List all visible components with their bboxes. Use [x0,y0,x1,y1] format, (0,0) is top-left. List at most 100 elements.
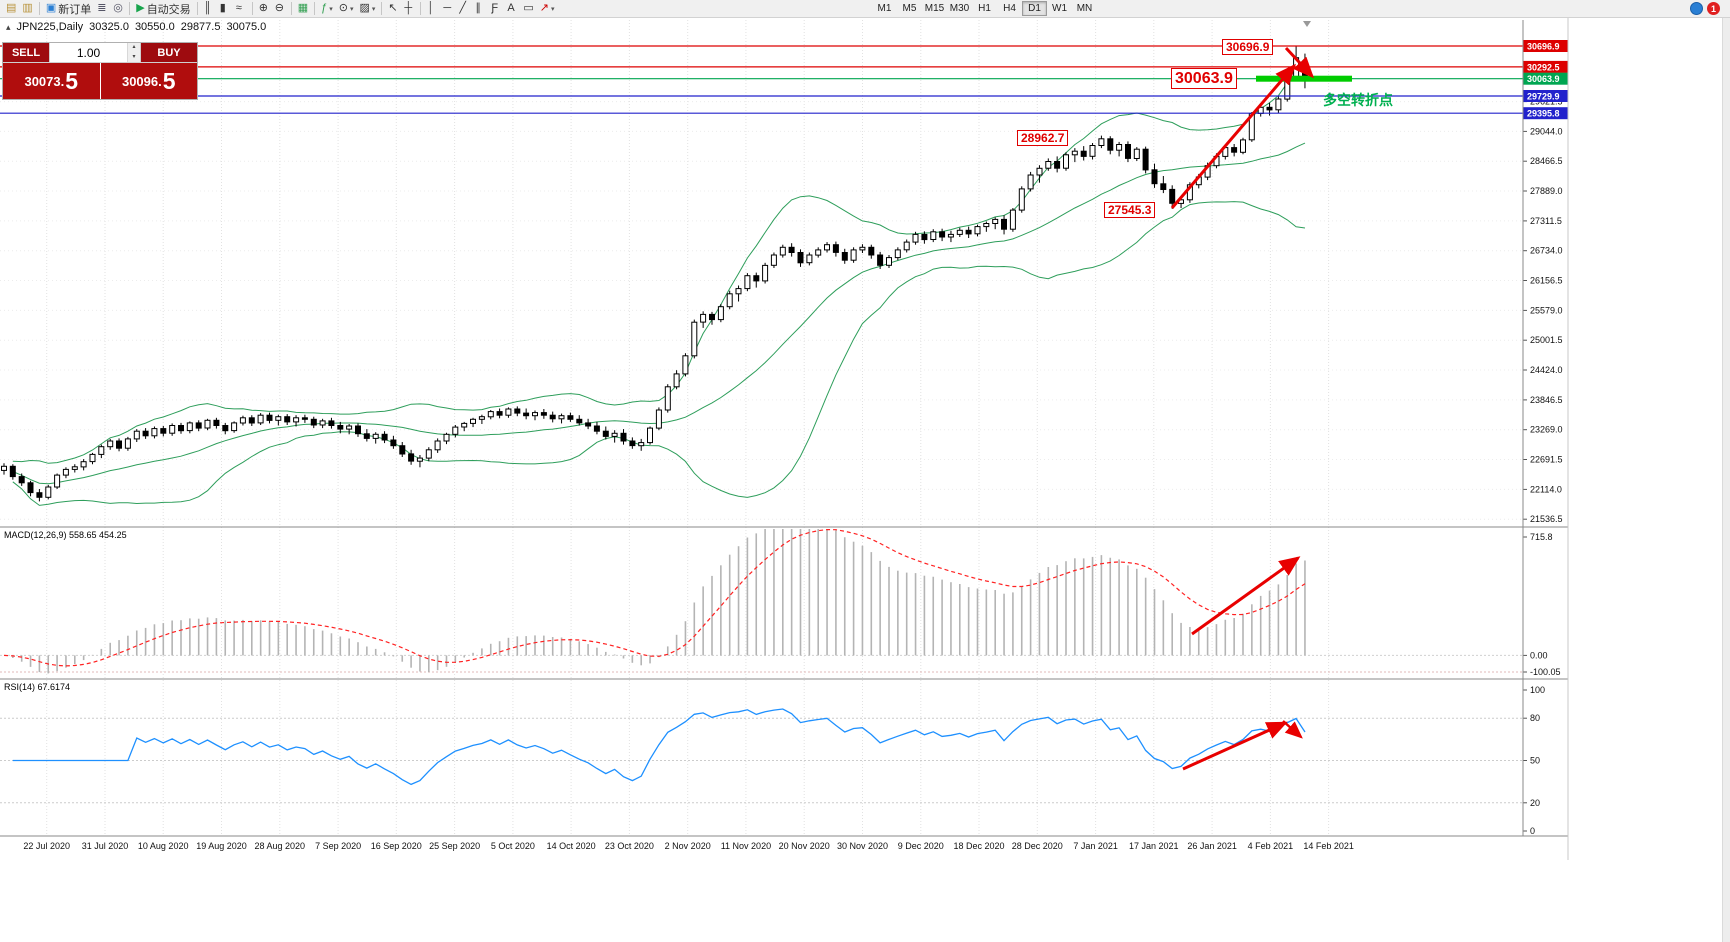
crosshair-icon[interactable]: ┼ [401,1,417,16]
timeframe-h4[interactable]: H4 [997,1,1022,16]
high-value: 30550.0 [134,21,175,33]
macd-panel[interactable] [0,528,1523,674]
zoom-in-icon[interactable]: ⊕ [256,1,272,16]
rsi-indicator-label: RSI(14) 67.6174 [4,682,71,692]
svg-text:2 Nov 2020: 2 Nov 2020 [665,841,711,851]
bar-chart-icon[interactable]: ║ [201,1,217,16]
timeframe-d1[interactable]: D1 [1022,1,1047,16]
horizontal-line-icon[interactable]: ─ [440,1,456,16]
svg-text:30 Nov 2020: 30 Nov 2020 [837,841,888,851]
analyst-drawings[interactable] [1170,46,1352,771]
candlestick-chart-icon[interactable]: ▮ [217,1,233,16]
autotrade-button[interactable]: ▶ 自动交易 [133,1,193,16]
annotation-january-peak[interactable]: 28962.7 [1017,130,1069,146]
templates-icon[interactable]: ▨ ▾ [356,1,378,16]
timeframe-m1[interactable]: M1 [872,1,897,16]
svg-text:17 Jan 2021: 17 Jan 2021 [1129,841,1179,851]
svg-text:30696.9: 30696.9 [1527,42,1560,52]
svg-text:29044.0: 29044.0 [1530,126,1563,136]
annotation-january-low[interactable]: 27545.3 [1104,202,1156,218]
svg-text:18 Dec 2020: 18 Dec 2020 [953,841,1004,851]
svg-text:22691.5: 22691.5 [1530,455,1563,465]
svg-text:22 Jul 2020: 22 Jul 2020 [23,841,70,851]
timeframe-mn[interactable]: MN [1072,1,1097,16]
volume-spinner: ▴ ▾ [127,43,140,62]
svg-text:30063.9: 30063.9 [1527,74,1560,84]
notification-badge[interactable]: 1 [1707,2,1720,15]
periods-icon[interactable]: ⊙ ▾ [336,1,357,16]
svg-text:27889.0: 27889.0 [1530,186,1563,196]
annotation-high-level[interactable]: 30696.9 [1222,39,1274,55]
grid [0,20,1523,836]
svg-text:0: 0 [1530,826,1535,836]
toolbar-separator [381,2,383,15]
symbol-period-label: JPN225,Daily [16,21,84,33]
annotation-turning-point[interactable]: 多空转折点 [1323,92,1393,108]
volume-input[interactable] [50,43,127,62]
mql5-community-icon[interactable]: ◎ [110,1,126,16]
volume-up-button[interactable]: ▴ [128,43,140,53]
toolbar-separator [251,2,253,15]
open-value: 30325.0 [89,21,129,33]
line-chart-icon[interactable]: ≈ [233,1,249,16]
timeframe-w1[interactable]: W1 [1047,1,1072,16]
svg-text:7 Jan 2021: 7 Jan 2021 [1073,841,1118,851]
buy-label[interactable]: BUY [141,43,197,62]
fibonacci-icon[interactable]: Ƒ [488,1,504,16]
svg-text:28 Dec 2020: 28 Dec 2020 [1012,841,1063,851]
timeframe-h1[interactable]: H1 [972,1,997,16]
profiles-icon[interactable]: ▥ [19,1,35,16]
window-right-edge [1722,0,1730,942]
svg-text:50: 50 [1530,756,1540,766]
timeframe-m5[interactable]: M5 [897,1,922,16]
cursor-icon[interactable]: ↖ [385,1,401,16]
date-axis[interactable]: 22 Jul 2020 31 Jul 2020 10 Aug 2020 19 Aug … [23,841,1353,851]
rsi-panel[interactable] [0,708,1523,804]
svg-text:715.8: 715.8 [1530,532,1553,542]
svg-text:4 Feb 2021: 4 Feb 2021 [1248,841,1294,851]
svg-text:14 Oct 2020: 14 Oct 2020 [547,841,596,851]
arrows-tool-icon[interactable]: ↗ ▾ [537,1,558,16]
zoom-out-icon[interactable]: ⊖ [272,1,288,16]
svg-text:27311.5: 27311.5 [1530,216,1562,226]
svg-text:25 Sep 2020: 25 Sep 2020 [429,841,480,851]
one-click-trading-panel: SELL ▴ ▾ BUY 30073.5 30096.5 [2,42,198,100]
svg-text:21536.5: 21536.5 [1530,514,1563,524]
svg-text:23846.5: 23846.5 [1530,395,1563,405]
text-label-icon[interactable]: ▭ [520,1,536,16]
market-depth-icon[interactable]: ≣ [94,1,110,16]
notification-area: 1 [1690,2,1720,15]
text-tool-icon[interactable]: A [504,1,520,16]
new-order-button[interactable]: ▣ 新订单 [43,1,94,16]
annotation-resistance-level[interactable]: 30063.9 [1171,68,1237,89]
timeframe-m15[interactable]: M15 [922,1,947,16]
svg-text:16 Sep 2020: 16 Sep 2020 [371,841,422,851]
toolbar-separator [314,2,316,15]
toolbar-separator [196,2,198,15]
volume-down-button[interactable]: ▾ [128,52,140,62]
trendline-icon[interactable]: ╱ [456,1,472,16]
sell-price-button[interactable]: 30073. 5 [3,63,100,99]
svg-text:31 Jul 2020: 31 Jul 2020 [82,841,129,851]
svg-text:-100.05: -100.05 [1530,667,1561,677]
toolbar-button-groups: ▤ ▥ ▣ 新订单 ≣ ◎ ▶ 自动交易 ║ ▮ ≈ ⊕ ⊖ ▦ ƒ ▾ ⊙ ▾ ▨ ▾ ↖ ┼ │ ─ ╱ ∥ Ƒ A ▭ ↗ ▾ [3,1,558,16]
equidistant-channel-icon[interactable]: ∥ [472,1,488,16]
svg-text:23 Oct 2020: 23 Oct 2020 [605,841,654,851]
sell-label[interactable]: SELL [3,43,49,62]
vertical-line-icon[interactable]: │ [424,1,440,16]
indicators-icon[interactable]: ƒ ▾ [318,1,336,16]
community-notification-icon[interactable] [1690,2,1703,15]
toolbar-separator [38,2,40,15]
buy-price-button[interactable]: 30096. 5 [100,63,197,99]
svg-text:14 Feb 2021: 14 Feb 2021 [1303,841,1354,851]
svg-text:28466.5: 28466.5 [1530,156,1563,166]
svg-text:19 Aug 2020: 19 Aug 2020 [196,841,247,851]
charts-window-icon[interactable]: ▤ [3,1,19,16]
svg-text:9 Dec 2020: 9 Dec 2020 [898,841,944,851]
main-chart-panel[interactable] [0,45,1523,506]
tile-windows-icon[interactable]: ▦ [295,1,311,16]
timeframe-m30[interactable]: M30 [947,1,972,16]
svg-text:0.00: 0.00 [1530,650,1548,660]
price-axis[interactable]: 29621.529044.028466.527889.027311.526734… [1523,40,1568,836]
